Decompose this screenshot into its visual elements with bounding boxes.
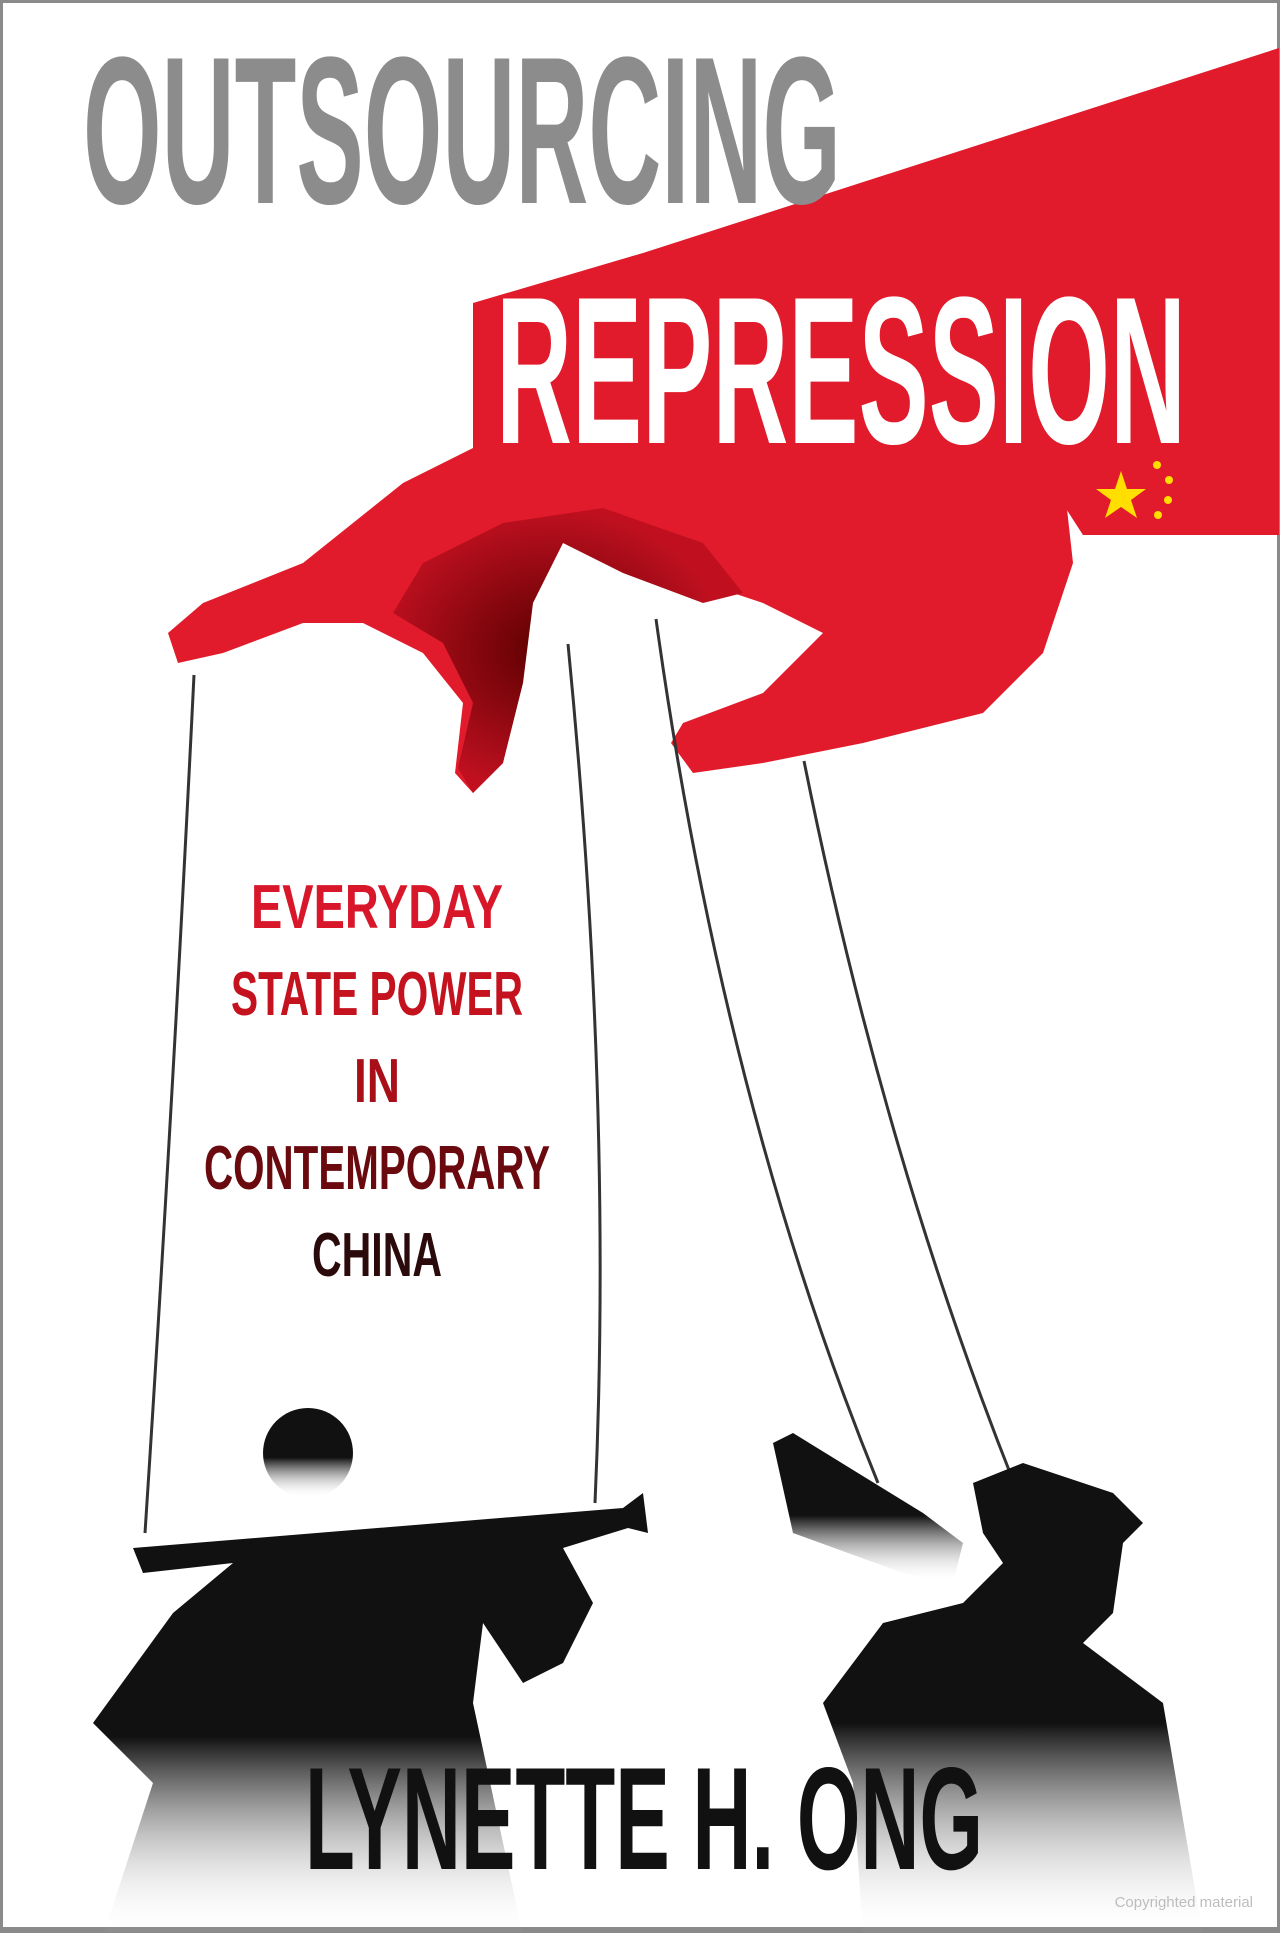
puppet-strings	[143, 618, 1016, 1534]
subtitle-line: CONTEMPORARY	[204, 1134, 550, 1203]
copyright-watermark: Copyrighted material	[1114, 1894, 1253, 1911]
figure-with-bat	[93, 1408, 648, 1936]
figure-with-megaphone	[773, 1433, 1203, 1936]
subtitle: EVERYDAY STATE POWER IN CONTEMPORARY CHI…	[204, 873, 550, 1290]
flag-stars	[1096, 461, 1173, 519]
subtitle-line: STATE POWER	[231, 960, 523, 1029]
subtitle-line: IN	[354, 1047, 400, 1116]
title-line-2: REPRESSION	[496, 253, 1186, 488]
author-name: LYNETTE H. ONG	[305, 1737, 983, 1900]
hand-shadow	[393, 508, 743, 793]
title-line-1: OUTSOURCING	[83, 13, 841, 248]
subtitle-line: CHINA	[312, 1221, 442, 1290]
large-star-icon	[1096, 471, 1146, 518]
small-star-icon	[1165, 476, 1173, 484]
small-star-icon	[1153, 461, 1161, 469]
small-star-icon	[1154, 511, 1162, 519]
small-star-icon	[1164, 496, 1172, 504]
cover-illustration: OUTSOURCING REPRESSION EVERYDAY STATE PO…	[83, 13, 1279, 1936]
subtitle-line: EVERYDAY	[251, 873, 503, 942]
